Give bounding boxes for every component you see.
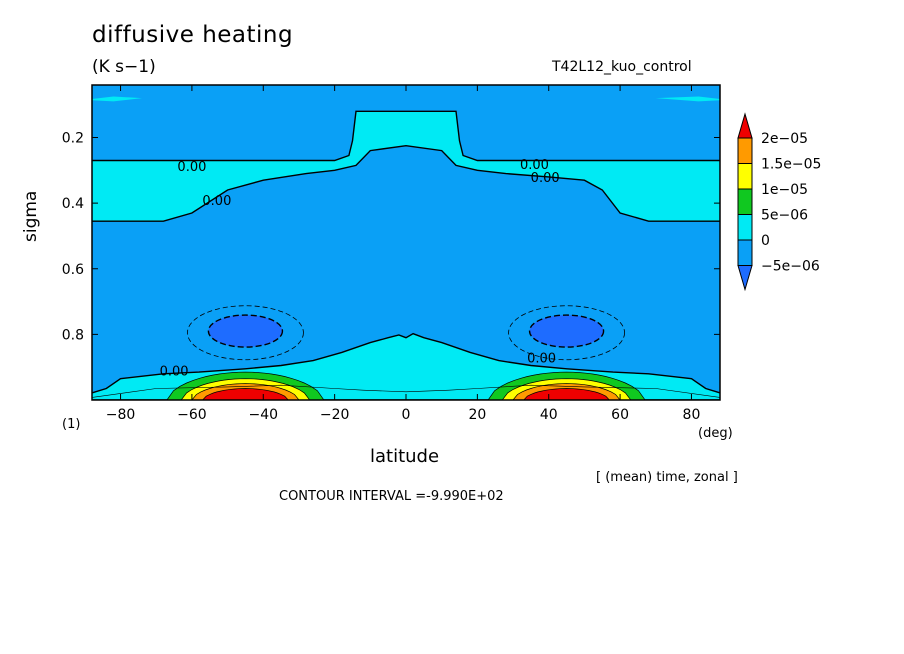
contour-label-5: 0.00	[160, 364, 189, 379]
units-label: (K s−1)	[92, 57, 156, 77]
x-axis-unit: (deg)	[698, 426, 733, 441]
colorbar-box	[737, 137, 753, 164]
y-tick-label: 0.6	[62, 262, 84, 278]
sh-surface-red	[202, 388, 289, 400]
contour-label-4: 0.00	[531, 171, 560, 186]
contour-label-1: 0.00	[177, 160, 206, 175]
sh-outer-dashed-contour	[187, 305, 304, 361]
colorbar-label: 1.5e−05	[761, 157, 821, 173]
x-tick-label: 60	[611, 407, 629, 423]
x-tick-label: −40	[248, 407, 278, 423]
x-tick-label: 0	[402, 407, 411, 423]
y-tick-label: 0.2	[62, 131, 84, 147]
x-axis-label: latitude	[370, 446, 440, 467]
nh-outer-dashed-contour	[508, 305, 625, 361]
colorbar-label: 0	[761, 233, 770, 249]
x-tick-label: −20	[320, 407, 350, 423]
contour-label-3: 0.00	[520, 158, 549, 173]
colorbar-label: −5e−06	[761, 259, 820, 275]
averaging-note: [ (mean) time, zonal ]	[596, 470, 738, 485]
nh-surface-red	[523, 388, 610, 400]
upper-positive-band	[92, 110, 720, 222]
nw-top-sliver	[92, 96, 142, 102]
x-tick-label: −60	[177, 407, 207, 423]
colorbar-label: 1e−05	[761, 182, 808, 198]
thin-contour-line	[92, 384, 720, 398]
colorbar-label: 2e−05	[761, 131, 808, 147]
colorbar-min-triangle	[737, 265, 753, 292]
x-tick-label: −80	[106, 407, 136, 423]
chart-title: diffusive heating	[92, 22, 294, 48]
ne-top-sliver	[655, 96, 720, 102]
run-name: T42L12_kuo_control	[552, 59, 692, 75]
colorbar-box	[737, 239, 753, 266]
y-tick-label: 0.4	[62, 196, 84, 212]
contour-label-6: 0.00	[527, 351, 556, 366]
plot-area: 0.000.000.000.000.000.00	[92, 85, 720, 400]
x-tick-label: 40	[540, 407, 558, 423]
colorbar-max-triangle	[737, 112, 753, 139]
contour-interval: CONTOUR INTERVAL =-9.990E+02	[279, 489, 504, 504]
x-tick-label: 20	[468, 407, 486, 423]
sh-negative-cell	[207, 314, 284, 348]
y-tick-label: 0.8	[62, 327, 84, 343]
x-tick-label: 80	[683, 407, 701, 423]
colorbar-box	[737, 214, 753, 241]
contour-label-2: 0.00	[202, 194, 231, 209]
colorbar-label: 5e−06	[761, 208, 808, 224]
nh-negative-cell	[528, 314, 605, 348]
colorbar-box	[737, 188, 753, 215]
panel-label: (1)	[62, 417, 81, 432]
colorbar-box	[737, 163, 753, 190]
